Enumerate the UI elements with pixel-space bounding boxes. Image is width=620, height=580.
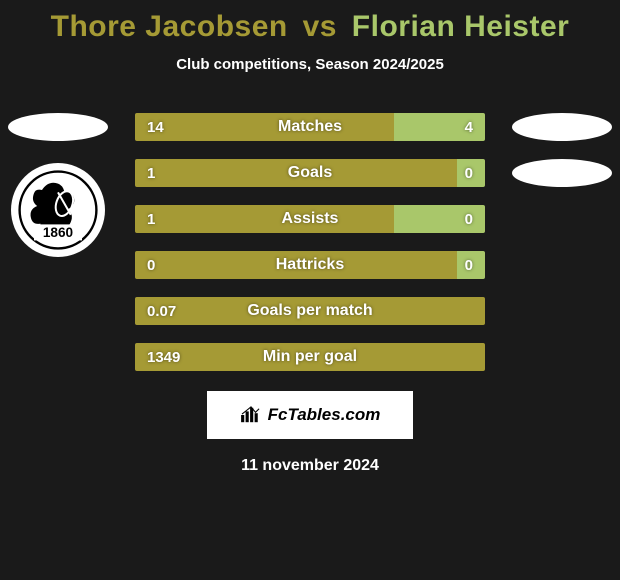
stat-value-left: 0 (147, 251, 155, 279)
player1-club-crest: 1860 (11, 163, 105, 257)
chart-bars-icon (240, 406, 262, 424)
stat-value-left: 1 (147, 159, 155, 187)
stat-row: Hattricks0 0 (135, 251, 485, 279)
stat-value-right: 4 (465, 113, 473, 141)
player2-flag-placeholder (512, 113, 612, 141)
vs-text: vs (303, 10, 337, 43)
stat-value-right: 0 (465, 159, 473, 187)
brand-badge: FcTables.com (207, 391, 413, 439)
stat-label: Min per goal (135, 343, 485, 371)
left-column: 1860 (8, 113, 108, 257)
date-text: 11 november 2024 (0, 457, 620, 475)
stat-label: Assists (135, 205, 485, 233)
page-title: Thore Jacobsen vs Florian Heister (0, 0, 620, 44)
stat-row: Matches14 4 (135, 113, 485, 141)
stat-row: Assists1 0 (135, 205, 485, 233)
player2-name: Florian Heister (352, 10, 570, 43)
stat-row: Goals1 0 (135, 159, 485, 187)
stat-row: Min per goal1349 (135, 343, 485, 371)
stat-value-left: 0.07 (147, 297, 176, 325)
stat-label: Matches (135, 113, 485, 141)
stat-value-left: 1 (147, 205, 155, 233)
stat-bars: Matches144Goals10Assists10Hattricks00Goa… (135, 113, 485, 371)
right-column (512, 113, 612, 187)
stat-label: Hattricks (135, 251, 485, 279)
player2-club-placeholder (512, 159, 612, 187)
stat-value-left: 14 (147, 113, 164, 141)
crest-year: 1860 (43, 225, 73, 240)
player1-name: Thore Jacobsen (51, 10, 288, 43)
stat-value-left: 1349 (147, 343, 180, 371)
stat-value-right: 0 (465, 205, 473, 233)
subtitle: Club competitions, Season 2024/2025 (0, 56, 620, 73)
player1-flag-placeholder (8, 113, 108, 141)
stat-label: Goals per match (135, 297, 485, 325)
brand-text: FcTables.com (268, 405, 381, 425)
stat-row: Goals per match0.07 (135, 297, 485, 325)
club-crest-icon: 1860 (18, 170, 98, 250)
stat-label: Goals (135, 159, 485, 187)
comparison-panel: 1860 Matches144Goals10Assists10Hattricks… (0, 113, 620, 371)
stat-value-right: 0 (465, 251, 473, 279)
